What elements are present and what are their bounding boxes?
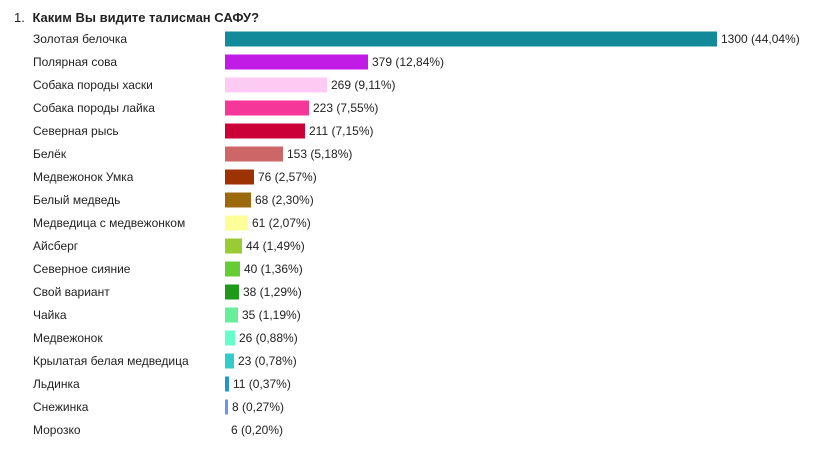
bar xyxy=(225,192,251,208)
category-label: Белёк xyxy=(33,147,67,161)
bar xyxy=(225,284,239,300)
category-label: Крылатая белая медведица xyxy=(33,354,189,368)
category-label: Медведица с медвежонком xyxy=(33,216,185,230)
bar xyxy=(225,307,238,323)
value-label: 76 (2,57%) xyxy=(258,170,317,184)
bar xyxy=(225,169,254,185)
value-label: 68 (2,30%) xyxy=(255,193,314,207)
bar xyxy=(225,422,227,438)
bar xyxy=(225,31,717,47)
category-label: Золотая белочка xyxy=(33,32,127,46)
question-text: Каким Вы видите талисман САФУ? xyxy=(32,10,260,25)
category-label: Северная рысь xyxy=(33,124,119,138)
bar xyxy=(225,238,242,254)
bar xyxy=(225,77,327,93)
value-label: 223 (7,55%) xyxy=(313,101,378,115)
value-label: 153 (5,18%) xyxy=(287,147,352,161)
category-label: Свой вариант xyxy=(33,285,110,299)
value-label: 6 (0,20%) xyxy=(231,423,283,437)
category-label: Морозко xyxy=(33,423,81,437)
category-label: Льдинка xyxy=(33,377,80,391)
category-label: Собака породы хаски xyxy=(33,78,153,92)
category-label: Полярная сова xyxy=(33,55,117,69)
question-number: 1. xyxy=(14,10,25,25)
value-label: 1300 (44,04%) xyxy=(721,32,800,46)
bar xyxy=(225,123,305,139)
category-label: Медвежонок Умка xyxy=(33,170,134,184)
value-label: 8 (0,27%) xyxy=(232,400,284,414)
bar xyxy=(225,261,240,277)
bar xyxy=(225,54,368,70)
value-label: 379 (12,84%) xyxy=(372,55,444,69)
value-label: 26 (0,88%) xyxy=(239,331,298,345)
bar xyxy=(225,376,229,392)
category-label: Чайка xyxy=(33,308,67,322)
value-label: 44 (1,49%) xyxy=(246,239,305,253)
category-label: Медвежонок xyxy=(33,331,103,345)
value-label: 61 (2,07%) xyxy=(252,216,311,230)
category-label: Собака породы лайка xyxy=(33,101,155,115)
value-label: 23 (0,78%) xyxy=(238,354,297,368)
category-label: Белый медведь xyxy=(33,193,120,207)
bar xyxy=(225,330,235,346)
value-label: 211 (7,15%) xyxy=(309,124,373,138)
bar xyxy=(225,399,228,415)
value-label: 38 (1,29%) xyxy=(243,285,302,299)
value-label: 40 (1,36%) xyxy=(244,262,303,276)
bar xyxy=(225,353,234,369)
category-label: Северное сияние xyxy=(33,262,131,276)
category-label: Снежинка xyxy=(33,400,89,414)
question-title: 1. Каким Вы видите талисман САФУ? xyxy=(14,9,259,27)
category-label: Айсберг xyxy=(33,239,79,253)
bar xyxy=(225,215,248,231)
value-label: 269 (9,11%) xyxy=(331,78,395,92)
bar xyxy=(225,146,283,162)
value-label: 35 (1,19%) xyxy=(242,308,301,322)
value-label: 11 (0,37%) xyxy=(233,377,291,391)
bar xyxy=(225,100,309,116)
